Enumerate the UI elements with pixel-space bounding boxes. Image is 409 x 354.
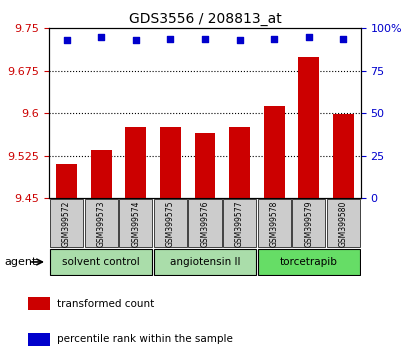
Text: GSM399577: GSM399577 <box>234 201 243 247</box>
Text: GSM399580: GSM399580 <box>338 201 347 247</box>
Point <box>167 36 173 41</box>
Point <box>305 34 311 40</box>
Point <box>98 34 104 40</box>
Text: GSM399579: GSM399579 <box>303 201 312 247</box>
Bar <box>263 107 284 198</box>
FancyBboxPatch shape <box>119 199 152 247</box>
FancyBboxPatch shape <box>326 199 359 247</box>
Point <box>236 38 242 43</box>
FancyBboxPatch shape <box>50 249 152 275</box>
FancyBboxPatch shape <box>222 199 256 247</box>
Point <box>132 38 139 43</box>
Title: GDS3556 / 208813_at: GDS3556 / 208813_at <box>128 12 281 26</box>
FancyBboxPatch shape <box>257 199 290 247</box>
FancyBboxPatch shape <box>188 199 221 247</box>
Bar <box>28 333 50 346</box>
FancyBboxPatch shape <box>257 249 359 275</box>
Point <box>339 36 346 41</box>
FancyBboxPatch shape <box>153 249 256 275</box>
Text: agent: agent <box>4 257 36 267</box>
Bar <box>90 150 111 198</box>
Bar <box>28 297 50 310</box>
Point <box>63 38 70 43</box>
Text: GSM399578: GSM399578 <box>269 201 278 247</box>
FancyBboxPatch shape <box>50 199 83 247</box>
Text: GSM399575: GSM399575 <box>166 201 175 247</box>
Text: percentile rank within the sample: percentile rank within the sample <box>57 334 233 344</box>
Text: torcetrapib: torcetrapib <box>279 257 337 267</box>
Text: GSM399572: GSM399572 <box>62 201 71 247</box>
Point <box>270 36 277 41</box>
Bar <box>125 127 146 198</box>
Text: GSM399576: GSM399576 <box>200 201 209 247</box>
FancyBboxPatch shape <box>292 199 325 247</box>
Text: transformed count: transformed count <box>57 299 154 309</box>
Text: GSM399573: GSM399573 <box>97 201 106 247</box>
Bar <box>194 133 215 198</box>
Text: angiotensin II: angiotensin II <box>169 257 240 267</box>
Text: solvent control: solvent control <box>62 257 139 267</box>
Bar <box>229 127 249 198</box>
FancyBboxPatch shape <box>84 199 117 247</box>
Bar <box>56 164 77 198</box>
Bar <box>160 127 180 198</box>
Point <box>201 36 208 41</box>
FancyBboxPatch shape <box>153 199 187 247</box>
Text: GSM399574: GSM399574 <box>131 201 140 247</box>
Bar <box>298 57 319 198</box>
Bar <box>332 114 353 198</box>
